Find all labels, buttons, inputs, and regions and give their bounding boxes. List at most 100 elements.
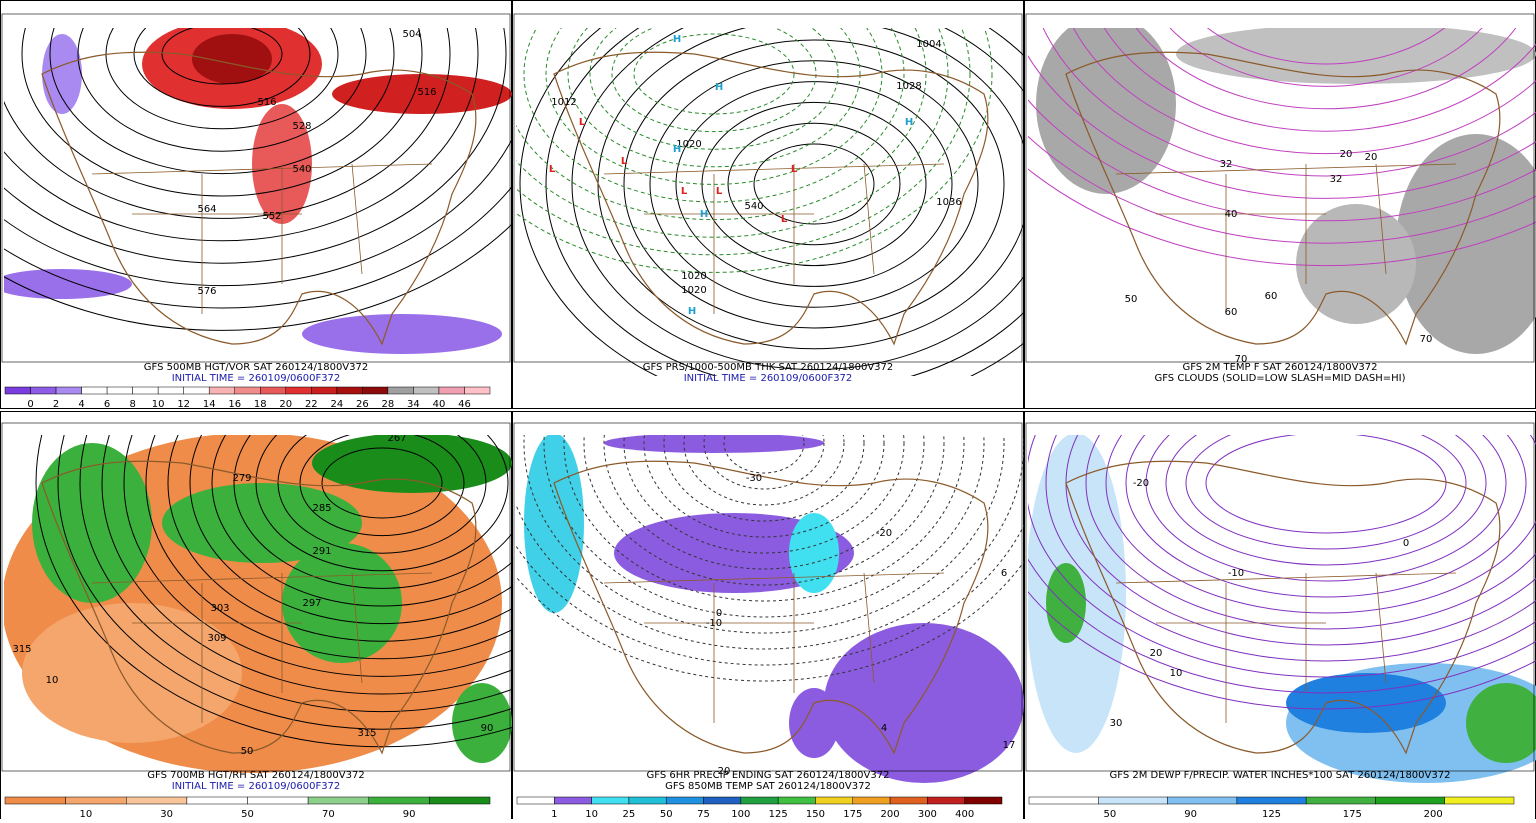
colorbar-label: 2 [53, 399, 59, 410]
contour [49, 28, 395, 175]
contour-label: 30 [1110, 718, 1123, 729]
contour [723, 435, 805, 474]
colorbar-label: 50 [1103, 809, 1116, 819]
panel: -30 -20 -100 20 4 6 17 GFS 6HR PRECIP ENDING SA… [512, 411, 1024, 820]
shaded-area [162, 483, 362, 563]
borders [91, 572, 433, 723]
contour-label: -10 [1228, 568, 1244, 579]
contour-label: 10 [46, 675, 59, 686]
contour [211, 435, 512, 607]
contour [1028, 55, 1536, 199]
contour [1135, 28, 1517, 110]
colorbar-box [516, 796, 555, 805]
contour [663, 435, 865, 522]
caption: GFS 500MB HGT/VOR SAT 260124/1800V372 [144, 362, 368, 373]
colorbar-label: 4 [78, 399, 84, 410]
shaded-area [524, 435, 584, 613]
colorbar-box [964, 796, 1003, 805]
contour [4, 28, 451, 219]
contour [1206, 28, 1446, 65]
colorbar-label: 28 [382, 399, 395, 410]
colorbar-box [628, 796, 667, 805]
colorbar-label: 175 [843, 809, 862, 819]
colorbar-label: 12 [177, 399, 190, 410]
contour [1165, 435, 1487, 566]
colorbar-box [1028, 796, 1099, 805]
contour [633, 33, 795, 115]
colorbar-label: 24 [330, 399, 343, 410]
contour-label: 10 [1170, 668, 1183, 679]
contour-label: 1020 [681, 271, 706, 282]
borders [603, 572, 945, 723]
contour-label: 4 [881, 723, 887, 734]
contour [623, 39, 1005, 329]
colorbar-box [591, 796, 630, 805]
colorbar-box [183, 386, 210, 395]
contour [1085, 435, 1536, 630]
contour [1185, 435, 1467, 550]
contour [4, 138, 512, 287]
colorbar-label: 18 [254, 399, 267, 410]
contour-label: 291 [312, 546, 331, 557]
contour [277, 435, 487, 554]
colorbar-box [132, 386, 159, 395]
contour [21, 28, 423, 197]
colorbar-label: 1 [551, 809, 557, 819]
caption: GFS 2M TEMP F SAT 260124/1800V372 [1182, 362, 1377, 373]
colorbar-box [126, 796, 188, 805]
contour [4, 185, 512, 309]
contour-label: 0 [716, 608, 722, 619]
contour [519, 28, 1024, 376]
colorbar-box [362, 386, 389, 395]
colorbar-label: 16 [228, 399, 241, 410]
contour-label: 20 [718, 766, 731, 777]
colorbar-label: 300 [918, 809, 937, 819]
contour [189, 435, 512, 625]
coastline [1065, 51, 1501, 346]
shaded-area [1396, 134, 1536, 354]
colorbar-label: 34 [407, 399, 420, 410]
colorbar-box [65, 796, 127, 805]
colorbar-label: 70 [322, 809, 335, 819]
contour [4, 28, 479, 242]
contour-label: 315 [357, 728, 376, 739]
colorbar-box [429, 796, 491, 805]
contour-label: 285 [312, 503, 331, 514]
low-marker: L [621, 156, 628, 167]
colorbar-label: 150 [806, 809, 825, 819]
contour [1103, 28, 1536, 132]
contour-label: 50 [1125, 294, 1138, 305]
contour [523, 435, 1005, 634]
coastline [1065, 460, 1501, 755]
colorbar-box [157, 386, 184, 395]
contour [77, 28, 367, 152]
contour-label: 576 [197, 286, 216, 297]
contour [1028, 435, 1536, 678]
colorbar-box [4, 386, 31, 395]
contour-label: 70 [1235, 354, 1248, 365]
map-frame [1025, 13, 1535, 363]
caption: INITIAL TIME = 260109/0600F372 [172, 781, 341, 792]
contour [516, 28, 993, 273]
contour [79, 435, 512, 713]
contour [133, 28, 311, 107]
contour-label: 1036 [936, 197, 961, 208]
colorbar-box [464, 386, 491, 395]
contour [571, 28, 1024, 371]
caption: GFS CLOUDS (SOLID=LOW SLASH=MID DASH=HI) [1154, 373, 1405, 384]
map-frame [1025, 422, 1535, 772]
colorbar-box [260, 386, 287, 395]
colorbar-box [927, 796, 965, 805]
colorbar-box [554, 796, 592, 805]
colorbar-box [815, 796, 854, 805]
contour [1028, 99, 1536, 222]
contour-label: 20 [1365, 152, 1378, 163]
colorbar-box [247, 796, 309, 805]
colorbar-box [703, 796, 742, 805]
map: -20 -10 0 10 20 30 [1028, 435, 1536, 783]
borders [1115, 163, 1457, 314]
contour [123, 435, 512, 677]
coastline [553, 51, 989, 346]
contour [1125, 435, 1527, 598]
